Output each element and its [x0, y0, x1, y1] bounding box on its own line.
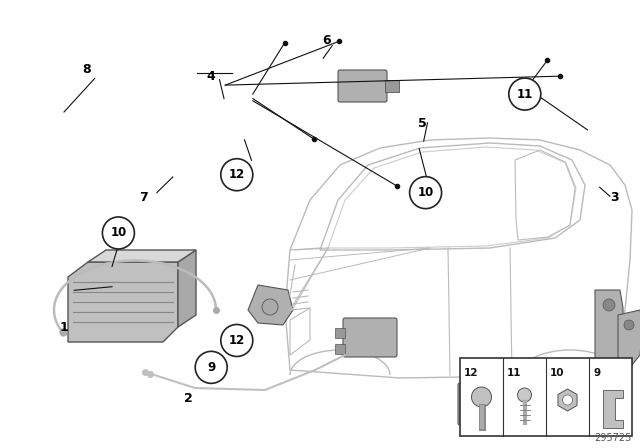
Bar [460, 358, 632, 436]
Text: 12: 12 [228, 334, 245, 347]
Text: 295725: 295725 [595, 433, 632, 443]
Text: 10: 10 [417, 186, 434, 199]
Circle shape [221, 324, 253, 357]
Circle shape [472, 387, 492, 407]
Text: 10: 10 [110, 226, 127, 240]
Circle shape [262, 299, 278, 315]
Circle shape [518, 388, 531, 402]
Polygon shape [88, 250, 196, 262]
Circle shape [221, 159, 253, 191]
Text: 12: 12 [464, 368, 479, 378]
Polygon shape [602, 390, 623, 428]
Polygon shape [178, 250, 196, 327]
Text: 10: 10 [550, 368, 564, 378]
Text: 3: 3 [610, 190, 619, 204]
Polygon shape [595, 290, 623, 362]
Text: 4: 4 [207, 69, 216, 83]
Circle shape [624, 320, 634, 330]
Circle shape [509, 78, 541, 110]
Polygon shape [248, 285, 293, 325]
Text: 9: 9 [207, 361, 215, 374]
Text: 6: 6 [322, 34, 331, 47]
Text: 5: 5 [418, 116, 427, 130]
Bar [500, 377, 508, 385]
Text: 2: 2 [184, 392, 193, 405]
Text: 8: 8 [82, 63, 91, 76]
Polygon shape [68, 262, 178, 342]
Bar [385, 80, 399, 92]
Polygon shape [558, 389, 577, 411]
FancyBboxPatch shape [458, 383, 517, 425]
Text: 7: 7 [140, 190, 148, 204]
Text: 12: 12 [228, 168, 245, 181]
Text: 11: 11 [507, 368, 522, 378]
Text: 1: 1 [60, 320, 68, 334]
Circle shape [195, 351, 227, 383]
Polygon shape [618, 310, 640, 370]
Text: 9: 9 [593, 368, 600, 378]
FancyBboxPatch shape [338, 70, 387, 102]
Bar [484, 377, 492, 385]
Circle shape [410, 177, 442, 209]
Circle shape [563, 395, 573, 405]
FancyBboxPatch shape [343, 318, 397, 357]
Bar [335, 344, 345, 354]
Circle shape [603, 299, 615, 311]
Bar [335, 328, 345, 338]
Circle shape [102, 217, 134, 249]
Text: 11: 11 [516, 87, 533, 101]
Bar [468, 377, 476, 385]
